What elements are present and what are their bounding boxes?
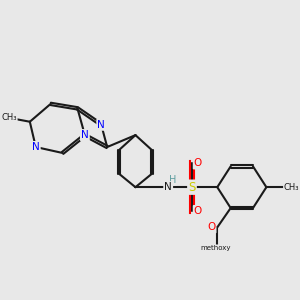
Text: O: O [194, 206, 202, 216]
Text: CH₃: CH₃ [1, 113, 17, 122]
Text: S: S [188, 181, 196, 194]
Text: methoxy: methoxy [200, 245, 231, 251]
Text: N: N [164, 182, 172, 192]
Text: N: N [32, 142, 40, 152]
Text: O: O [207, 222, 215, 233]
Text: CH₃: CH₃ [284, 183, 299, 192]
Text: O: O [194, 158, 202, 168]
Text: H: H [169, 175, 176, 185]
Text: N: N [81, 130, 89, 140]
Text: N: N [98, 120, 105, 130]
